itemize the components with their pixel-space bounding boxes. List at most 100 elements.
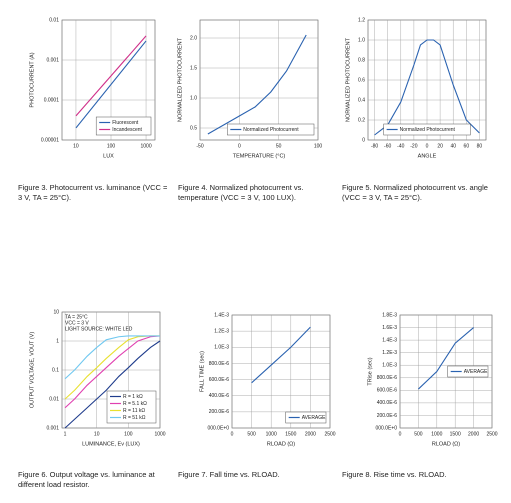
y-tick-label: 000.0E+0 xyxy=(375,425,397,431)
x-tick-label: 80 xyxy=(477,143,483,149)
series-line xyxy=(64,335,160,380)
x-tick-label: -20 xyxy=(410,143,417,149)
x-tick-label: 100 xyxy=(314,143,323,149)
legend-label: AVERAGE xyxy=(302,415,326,421)
x-axis-label: LUX xyxy=(103,153,114,159)
caption: Figure 3. Photocurrent vs. luminance (VC… xyxy=(18,183,168,202)
x-tick-label: 1500 xyxy=(285,431,296,437)
y-tick-label: 0.4 xyxy=(358,97,365,103)
x-axis-label: ANGLE xyxy=(418,153,437,159)
legend-label: R = 51 kΩ xyxy=(123,415,146,421)
chart: 000.0E+0 200.0E-6 400.0E-6 600.0E-6 800.0E-6… xyxy=(367,312,497,447)
x-tick-label: -50 xyxy=(196,143,203,149)
y-tick-label: 1.6E-3 xyxy=(382,325,397,331)
x-tick-label: 2000 xyxy=(468,431,479,437)
caption: Figure 8. Rise time vs. RLOAD. xyxy=(342,470,447,479)
y-tick-label: 1.4E-3 xyxy=(382,337,397,343)
x-tick-label: 20 xyxy=(437,143,443,149)
series-line xyxy=(251,326,311,384)
legend: AVERAGE xyxy=(447,365,489,378)
x-tick-label: 2500 xyxy=(486,431,497,437)
x-tick-label: 1000 xyxy=(154,431,165,437)
x-axis-label: TEMPERATURE (°C) xyxy=(233,153,286,159)
x-tick-label: 1000 xyxy=(431,431,442,437)
y-tick-label: 0.6 xyxy=(358,77,365,83)
y-tick-label: 0.00001 xyxy=(41,137,59,143)
legend-label: Fluorescent xyxy=(112,120,139,126)
x-tick-label: 2500 xyxy=(324,431,335,437)
y-tick-label: 400.0E-6 xyxy=(209,393,230,399)
legend-box xyxy=(447,365,489,378)
legend-box xyxy=(383,123,471,136)
x-axis-label: RLOAD (Ω) xyxy=(267,441,295,447)
x-tick-label: 10 xyxy=(73,143,79,149)
x-tick-label: 1 xyxy=(64,431,67,437)
x-axis-label: RLOAD (Ω) xyxy=(432,441,460,447)
legend-label: R = 11 kΩ xyxy=(123,408,145,414)
annotation: VCC = 3 V xyxy=(65,320,89,326)
y-tick-label: 1 xyxy=(56,338,59,344)
y-axis-label: OUTPUT VOLTAGE, VOUT (V) xyxy=(29,332,35,408)
x-tick-label: 2000 xyxy=(305,431,316,437)
caption: Figure 7. Fall time vs. RLOAD. xyxy=(178,470,280,479)
legend-box xyxy=(285,411,327,424)
legend-label: Normalized Photocurrent xyxy=(243,127,299,133)
y-tick-label: 0.5 xyxy=(190,125,197,131)
y-tick-label: 10 xyxy=(53,309,59,315)
x-tick-label: -60 xyxy=(384,143,391,149)
x-tick-label: 10 xyxy=(94,431,100,437)
y-tick-label: 1.5 xyxy=(190,65,197,71)
panel: 000.0E+0 200.0E-6 400.0E-6 600.0E-6 800.0E-6… xyxy=(336,295,504,455)
legend-box xyxy=(227,123,315,136)
y-axis-label: NORMALIZED PHOTOCURRENT xyxy=(177,37,183,122)
y-tick-label: 2.0 xyxy=(190,35,197,41)
y-tick-label: 1.2E-3 xyxy=(382,350,397,356)
y-tick-label: 1.2 xyxy=(358,17,365,23)
y-tick-label: 200.0E-6 xyxy=(377,413,398,419)
y-tick-label: 400.0E-6 xyxy=(377,400,398,406)
y-tick-label: 1.2E-3 xyxy=(214,328,229,334)
x-tick-label: 500 xyxy=(247,431,256,437)
panel: 0.5 1.0 1.5 2.0 -50 0 50 100 TEMPERATURE (°C) NOR… xyxy=(168,0,336,165)
x-tick-label: 50 xyxy=(276,143,282,149)
legend: Normalized Photocurrent xyxy=(227,123,315,136)
x-tick-label: 100 xyxy=(107,143,116,149)
y-tick-label: 0.01 xyxy=(49,396,59,402)
panel: 000.0E+0 200.0E-6 400.0E-6 600.0E-6 800.0E-6… xyxy=(168,295,336,455)
x-tick-label: 0 xyxy=(231,431,234,437)
y-tick-label: 0.01 xyxy=(49,17,59,23)
y-tick-label: 600.0E-6 xyxy=(209,377,230,383)
series-line xyxy=(75,35,147,117)
y-tick-label: 800.0E-6 xyxy=(209,361,230,367)
y-tick-label: 0.8 xyxy=(358,57,365,63)
x-tick-label: -40 xyxy=(397,143,404,149)
x-tick-label: 1000 xyxy=(266,431,277,437)
panel: 0.001 0.01 0.1 1 10 1 10 100 1000 LUMINANCE, Ev (… xyxy=(0,295,168,455)
y-tick-label: 1.0E-3 xyxy=(214,345,229,351)
y-tick-label: 1.8E-3 xyxy=(382,312,397,318)
legend: Normalized Photocurrent xyxy=(383,123,471,136)
y-tick-label: 1.0 xyxy=(358,37,365,43)
legend-label: AVERAGE xyxy=(464,369,488,375)
y-tick-label: 1.0 xyxy=(190,95,197,101)
y-tick-label: 0.001 xyxy=(46,57,59,63)
series-line xyxy=(418,327,474,390)
y-axis-label: FALL TIME (sec) xyxy=(199,351,205,392)
x-tick-label: 0 xyxy=(399,431,402,437)
series-line xyxy=(64,335,161,409)
annotation: LIGHT SOURCE: WHITE LED xyxy=(65,326,133,332)
x-tick-label: 40 xyxy=(450,143,456,149)
y-tick-label: 600.0E-6 xyxy=(377,388,398,394)
y-tick-label: 0.2 xyxy=(358,117,365,123)
series-line xyxy=(75,40,147,129)
y-axis-label: TRise (sec) xyxy=(367,357,373,385)
legend: AVERAGE xyxy=(285,411,327,424)
x-tick-label: 1000 xyxy=(140,143,151,149)
x-tick-label: -80 xyxy=(371,143,378,149)
legend-label: Incandescent xyxy=(112,127,142,133)
x-tick-label: 0 xyxy=(426,143,429,149)
y-tick-label: 0.001 xyxy=(46,425,59,431)
y-tick-label: 0 xyxy=(362,137,365,143)
